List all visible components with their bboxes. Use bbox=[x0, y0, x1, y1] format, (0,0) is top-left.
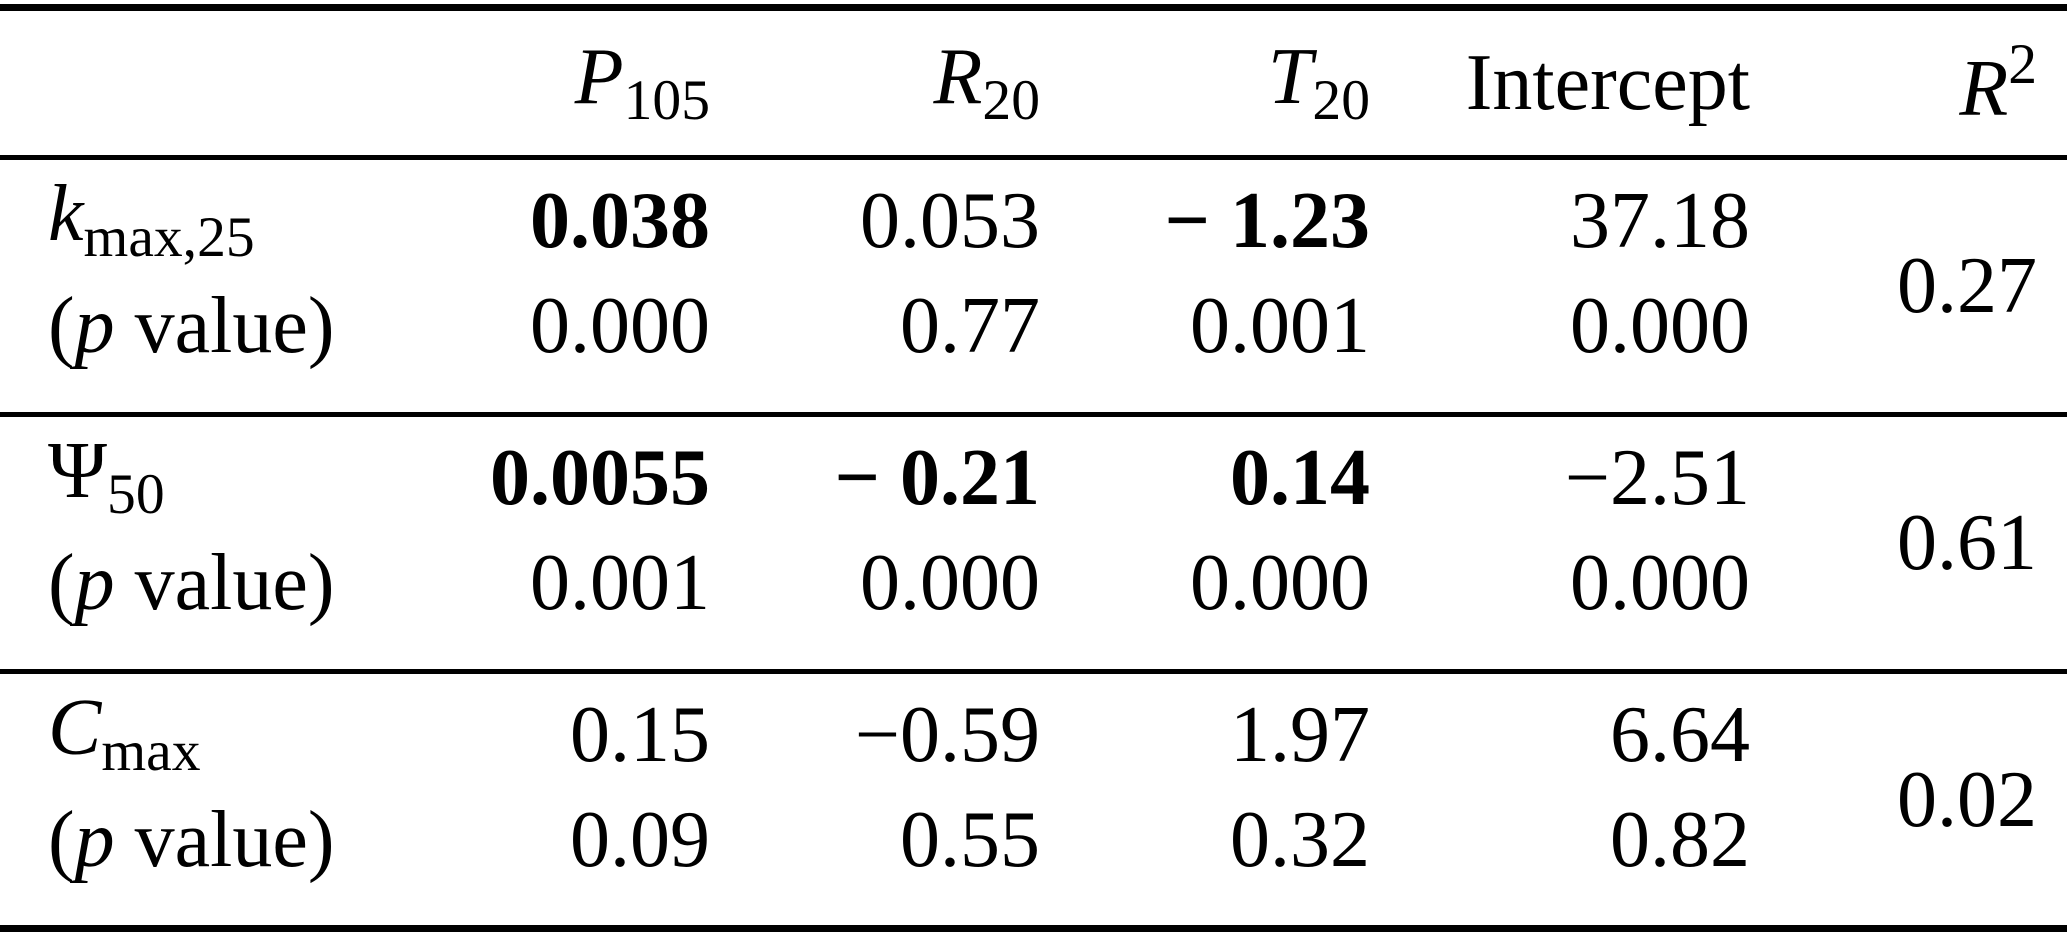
pvalue-p-symbol: p bbox=[74, 281, 115, 370]
header-r2-superscript: 2 bbox=[2008, 33, 2037, 97]
header-r20-symbol: R bbox=[933, 32, 983, 121]
cell-kmax25-r20-pvalue: 0.77 bbox=[900, 281, 1040, 370]
header-t20-symbol: T bbox=[1267, 32, 1313, 121]
cell-kmax25-t20-pvalue: 0.001 bbox=[1190, 281, 1370, 370]
col-header-t20: T20 bbox=[1070, 8, 1400, 158]
row-group-kmax25: kmax,25 0.038 0.053 − 1.23 37.18 0.27 (p… bbox=[0, 158, 2067, 415]
regression-table-figure: P105 R20 T20 Intercept R2 kmax,25 0.038 … bbox=[0, 4, 2067, 945]
row-group-cmax: Cmax 0.15 −0.59 1.97 6.64 0.02 (p value)… bbox=[0, 672, 2067, 929]
row-label-cmax: Cmax bbox=[0, 672, 460, 790]
col-header-r20: R20 bbox=[740, 8, 1070, 158]
row-label-psi50-pvalue: (p value) bbox=[0, 533, 460, 672]
cell-kmax25-r20-coef: 0.053 bbox=[860, 176, 1040, 265]
psi50-subscript: 50 bbox=[107, 463, 165, 527]
header-p105-subscript: 105 bbox=[623, 68, 710, 132]
col-header-r-squared: R2 bbox=[1780, 8, 2067, 158]
cell-psi50-r20-coef: − 0.21 bbox=[834, 433, 1040, 522]
row-label-kmax25: kmax,25 bbox=[0, 158, 460, 276]
cell-cmax-r20-pvalue: 0.55 bbox=[900, 795, 1040, 884]
cell-cmax-t20-coef: 1.97 bbox=[1230, 690, 1370, 779]
header-t20-subscript: 20 bbox=[1312, 68, 1370, 132]
pvalue-open-paren: ( bbox=[48, 795, 75, 884]
psi50-symbol: Ψ bbox=[48, 427, 108, 516]
pvalue-open-paren: ( bbox=[48, 538, 75, 627]
header-intercept-label: Intercept bbox=[1465, 39, 1750, 127]
cell-kmax25-intercept-pvalue: 0.000 bbox=[1570, 281, 1750, 370]
cell-psi50-t20-pvalue: 0.000 bbox=[1190, 538, 1370, 627]
pvalue-p-symbol: p bbox=[74, 538, 115, 627]
cell-psi50-p105-coef: 0.0055 bbox=[490, 433, 710, 522]
row-group-psi50: Ψ50 0.0055 − 0.21 0.14 −2.51 0.61 (p val… bbox=[0, 415, 2067, 672]
col-header-intercept: Intercept bbox=[1400, 8, 1780, 158]
header-r20-subscript: 20 bbox=[982, 68, 1040, 132]
corner-cell bbox=[0, 8, 460, 158]
row-label-kmax25-pvalue: (p value) bbox=[0, 276, 460, 415]
cell-cmax-intercept-coef: 6.64 bbox=[1610, 690, 1750, 779]
cell-kmax25-intercept-coef: 37.18 bbox=[1570, 176, 1750, 265]
cell-psi50-p105-pvalue: 0.001 bbox=[530, 538, 710, 627]
col-header-p105: P105 bbox=[460, 8, 740, 158]
header-p105-symbol: P bbox=[574, 32, 624, 121]
regression-table: P105 R20 T20 Intercept R2 kmax,25 0.038 … bbox=[0, 4, 2067, 932]
cell-cmax-p105-pvalue: 0.09 bbox=[570, 795, 710, 884]
cmax-coefficient-row: Cmax 0.15 −0.59 1.97 6.64 0.02 bbox=[0, 672, 2067, 841]
cell-kmax25-p105-coef: 0.038 bbox=[530, 176, 710, 265]
cmax-subscript: max bbox=[101, 720, 201, 784]
row-label-cmax-pvalue: (p value) bbox=[0, 790, 460, 929]
cmax-pvalue-row: (p value) 0.09 0.55 0.32 0.82 bbox=[0, 790, 2067, 929]
cell-kmax25-p105-pvalue: 0.000 bbox=[530, 281, 710, 370]
pvalue-rest: value) bbox=[114, 795, 335, 884]
cell-cmax-p105-coef: 0.15 bbox=[570, 690, 710, 779]
cell-psi50-intercept-coef: −2.51 bbox=[1564, 433, 1750, 522]
cell-kmax25-r-squared: 0.27 bbox=[1897, 242, 2037, 330]
row-label-psi50: Ψ50 bbox=[0, 415, 460, 533]
psi50-coefficient-row: Ψ50 0.0055 − 0.21 0.14 −2.51 0.61 bbox=[0, 415, 2067, 585]
cmax-symbol: C bbox=[48, 684, 102, 773]
cell-cmax-intercept-pvalue: 0.82 bbox=[1610, 795, 1750, 884]
cell-kmax25-t20-coef: − 1.23 bbox=[1164, 176, 1370, 265]
kmax25-pvalue-row: (p value) 0.000 0.77 0.001 0.000 bbox=[0, 276, 2067, 415]
cell-psi50-r20-pvalue: 0.000 bbox=[860, 538, 1040, 627]
kmax25-subscript: max,25 bbox=[83, 206, 255, 270]
cell-psi50-t20-coef: 0.14 bbox=[1230, 433, 1370, 522]
header-row: P105 R20 T20 Intercept R2 bbox=[0, 8, 2067, 158]
table-header: P105 R20 T20 Intercept R2 bbox=[0, 8, 2067, 158]
pvalue-rest: value) bbox=[114, 538, 335, 627]
pvalue-open-paren: ( bbox=[48, 281, 75, 370]
cell-cmax-r20-coef: −0.59 bbox=[854, 690, 1040, 779]
psi50-pvalue-row: (p value) 0.001 0.000 0.000 0.000 bbox=[0, 533, 2067, 672]
cell-psi50-intercept-pvalue: 0.000 bbox=[1570, 538, 1750, 627]
header-r2-symbol: R bbox=[1959, 44, 2009, 133]
cell-cmax-t20-pvalue: 0.32 bbox=[1230, 795, 1370, 884]
cell-psi50-r-squared: 0.61 bbox=[1897, 499, 2037, 587]
pvalue-p-symbol: p bbox=[74, 795, 115, 884]
pvalue-rest: value) bbox=[114, 281, 335, 370]
cell-cmax-r-squared: 0.02 bbox=[1897, 755, 2037, 844]
kmax25-symbol: k bbox=[48, 170, 84, 259]
kmax25-coefficient-row: kmax,25 0.038 0.053 − 1.23 37.18 0.27 bbox=[0, 158, 2067, 328]
